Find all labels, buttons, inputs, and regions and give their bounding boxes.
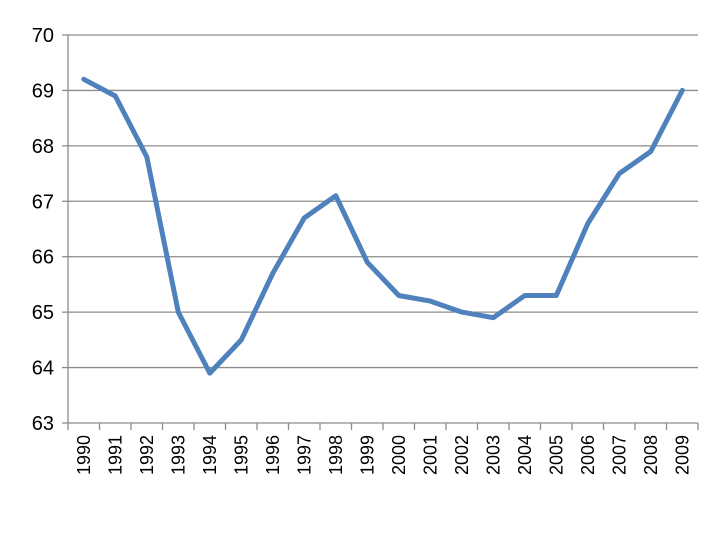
x-tick-labels: 1990 1991 1992 1993 1994 1995 1996 1997 1998 1999…	[74, 435, 693, 475]
x-tick-label-1996: 1996	[263, 435, 283, 475]
x-tick-label-2009: 2009	[672, 435, 692, 475]
series-layer	[81, 76, 685, 376]
y-tick-label: 65	[32, 302, 54, 324]
y-tick-label: 69	[32, 80, 54, 102]
x-tick-label-1994: 1994	[200, 435, 220, 475]
x-tick-label-2003: 2003	[483, 435, 503, 475]
y-tick-label: 67	[32, 191, 54, 213]
y-tick-label: 63	[32, 413, 54, 435]
x-tick-label-1991: 1991	[105, 435, 125, 475]
x-tick-label-1993: 1993	[168, 435, 188, 475]
x-tick-label-1995: 1995	[231, 435, 251, 475]
x-tick-label-1998: 1998	[326, 435, 346, 475]
y-tick-label: 70	[32, 25, 54, 47]
y-tick-label: 64	[32, 358, 54, 380]
y-tick-label: 68	[32, 136, 54, 158]
y-tick-labels: 63 64 65 66 67 68 69 70	[32, 25, 54, 435]
x-tick-label-2007: 2007	[609, 435, 629, 475]
series-line	[81, 76, 685, 376]
x-tick-label-1997: 1997	[294, 435, 314, 475]
x-tick-label-2004: 2004	[515, 435, 535, 475]
axes	[62, 34, 699, 430]
gridlines	[68, 34, 698, 369]
x-tick-label-2001: 2001	[420, 435, 440, 475]
x-tick-label-2000: 2000	[389, 435, 409, 475]
x-tick-label-1990: 1990	[74, 435, 94, 475]
x-tick-label-2008: 2008	[641, 435, 661, 475]
x-tick-label-2005: 2005	[546, 435, 566, 475]
x-tick-label-2006: 2006	[578, 435, 598, 475]
x-tick-label-1999: 1999	[357, 435, 377, 475]
x-tick-label-2002: 2002	[452, 435, 472, 475]
x-tick-label-1992: 1992	[137, 435, 157, 475]
y-tick-label: 66	[32, 247, 54, 269]
